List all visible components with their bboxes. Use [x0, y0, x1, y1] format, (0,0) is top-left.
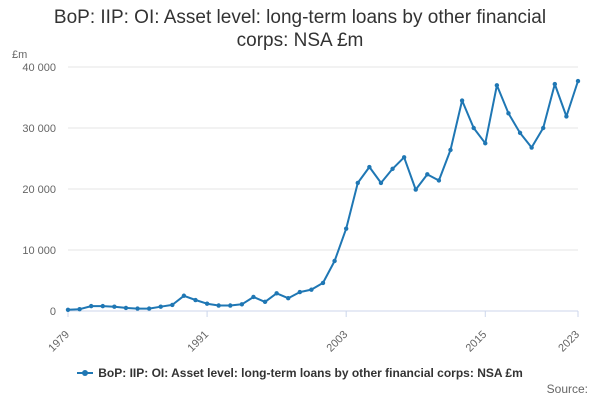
y-tick-label: 10 000 [22, 245, 56, 257]
x-tick-label: 1991 [185, 329, 211, 355]
data-point[interactable] [135, 306, 140, 311]
data-point[interactable] [204, 301, 210, 306]
data-point[interactable] [378, 180, 384, 186]
y-tick-label: 40 000 [22, 62, 56, 74]
data-point[interactable] [575, 78, 581, 84]
data-point[interactable] [564, 114, 569, 119]
data-point[interactable] [239, 302, 245, 307]
series-line[interactable] [67, 80, 579, 311]
y-tick-label: 0 [50, 306, 56, 318]
data-point[interactable] [552, 81, 558, 87]
data-point[interactable] [413, 187, 418, 192]
data-point[interactable] [309, 287, 314, 292]
data-point[interactable] [65, 307, 71, 312]
source-label: Source: [546, 382, 588, 396]
data-point[interactable] [459, 98, 465, 103]
data-point[interactable] [541, 125, 546, 131]
y-tick-label: 30 000 [22, 123, 56, 135]
data-point[interactable] [193, 297, 198, 303]
data-point[interactable] [88, 303, 94, 309]
data-point[interactable] [320, 280, 326, 286]
y-axis-label: £m [12, 49, 27, 61]
data-point[interactable] [506, 111, 511, 116]
chart-title: BoP: IIP: OI: Asset level: long-term loa… [53, 7, 547, 51]
data-point[interactable] [436, 178, 442, 183]
data-point[interactable] [146, 306, 152, 311]
x-tick-label: 2003 [325, 329, 351, 355]
data-point[interactable] [228, 303, 233, 308]
x-tick-label: 1979 [46, 329, 72, 355]
data-point[interactable] [517, 130, 523, 136]
data-point[interactable] [401, 155, 407, 160]
data-point[interactable] [471, 125, 476, 131]
legend[interactable]: BoP: IIP: OI: Asset level: long-term loa… [30, 366, 570, 380]
data-point[interactable] [390, 166, 395, 172]
data-point[interactable] [100, 303, 105, 309]
data-point[interactable] [355, 180, 360, 186]
legend-swatch [77, 370, 94, 376]
x-tick-label: 2023 [556, 329, 582, 355]
data-point[interactable] [77, 306, 82, 312]
series-layer [65, 78, 581, 312]
data-point[interactable] [483, 141, 488, 146]
data-point[interactable] [529, 145, 534, 150]
data-point[interactable] [251, 294, 256, 300]
data-point[interactable] [181, 293, 187, 298]
data-point[interactable] [158, 304, 163, 309]
data-point[interactable] [448, 147, 453, 153]
data-point[interactable] [123, 305, 129, 311]
data-point[interactable] [170, 302, 175, 308]
data-point[interactable] [367, 164, 372, 170]
data-point[interactable] [343, 226, 349, 231]
data-point[interactable] [494, 83, 500, 88]
x-tick-label: 2015 [464, 329, 490, 355]
data-point[interactable] [216, 303, 221, 308]
data-point[interactable] [286, 295, 291, 301]
data-point[interactable] [332, 258, 337, 264]
data-point[interactable] [297, 289, 303, 295]
data-point[interactable] [425, 172, 430, 177]
data-point[interactable] [112, 304, 117, 309]
y-tick-label: 20 000 [22, 184, 56, 196]
data-point[interactable] [274, 291, 279, 296]
data-point[interactable] [262, 299, 268, 305]
gridlines [68, 66, 578, 251]
x-axis-ticks: 1979 1991 2003 2015 2023 [46, 311, 582, 354]
legend-label: BoP: IIP: OI: Asset level: long-term loa… [98, 366, 523, 380]
y-axis-ticks: 0 10 000 20 000 30 000 40 000 [22, 62, 56, 318]
